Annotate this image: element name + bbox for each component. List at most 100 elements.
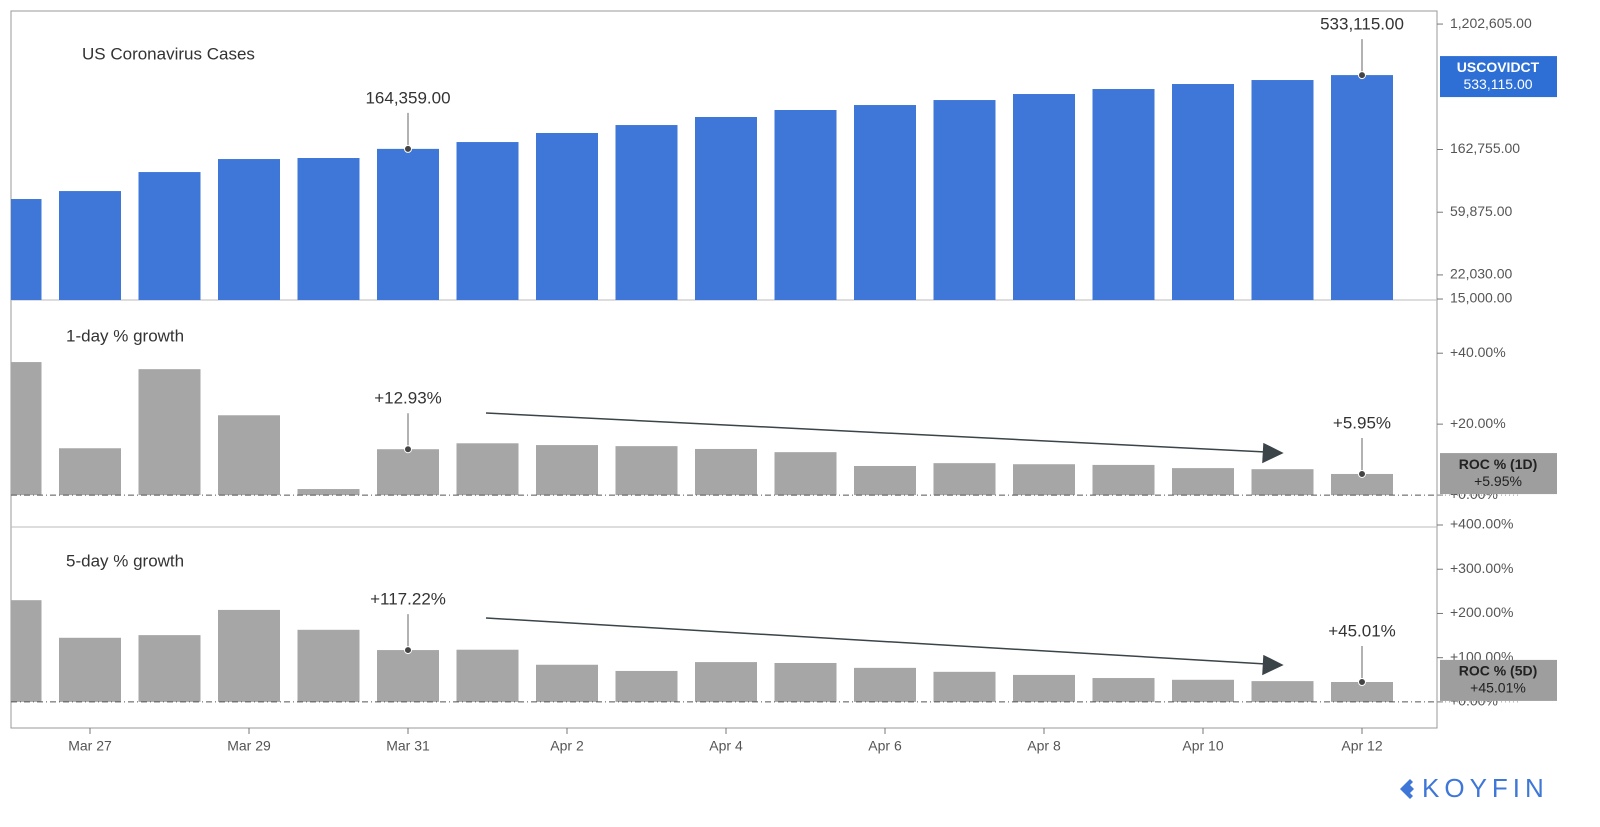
bar [456, 142, 519, 300]
bar [695, 662, 757, 702]
bar [1251, 469, 1314, 496]
y-tick-label: +40.00% [1450, 344, 1506, 360]
data-label: +45.01% [1328, 621, 1396, 640]
badge-name: ROC % (1D) [1459, 456, 1538, 472]
bar [536, 664, 598, 702]
bar [1251, 80, 1314, 300]
bar [1172, 84, 1234, 300]
y-tick-label: +200.00% [1450, 604, 1513, 620]
last-value-badge [1440, 56, 1557, 98]
bar [695, 117, 757, 300]
y-tick-label: 59,875.00 [1450, 203, 1512, 219]
y-tick-label: +20.00% [1450, 415, 1506, 431]
bar [1092, 678, 1155, 702]
data-label: +117.22% [370, 590, 446, 609]
bar [1013, 674, 1075, 702]
bar [1013, 94, 1075, 300]
bar [297, 629, 360, 702]
bar [377, 449, 439, 496]
panel-title: 1-day % growth [66, 326, 184, 345]
bar [138, 172, 201, 300]
bar [1331, 473, 1393, 496]
x-tick-label: Apr 6 [868, 738, 902, 754]
bar [59, 637, 121, 702]
bar [218, 159, 280, 300]
x-tick-label: Mar 27 [68, 738, 112, 754]
bar [1092, 464, 1155, 496]
x-tick-label: Apr 2 [550, 738, 584, 754]
bar [1172, 679, 1234, 702]
bar [1251, 681, 1314, 702]
bar [774, 110, 837, 300]
bar [1172, 468, 1234, 496]
last-value-badge [1440, 453, 1557, 495]
bar [1331, 681, 1393, 702]
panel-title: US Coronavirus Cases [82, 44, 255, 63]
bar [615, 446, 678, 496]
annotation-dot [404, 646, 412, 655]
bar [1092, 89, 1155, 300]
last-value-badge [1440, 659, 1557, 701]
bar [695, 448, 757, 496]
x-tick-label: Apr 12 [1341, 738, 1382, 754]
x-tick-label: Mar 31 [386, 738, 430, 754]
bar [456, 649, 519, 702]
bar [774, 452, 837, 496]
annotation-dot [1358, 677, 1366, 686]
bar [377, 148, 439, 300]
badge-name: USCOVIDCT [1457, 59, 1540, 75]
x-tick-label: Apr 4 [709, 738, 743, 754]
annotation-dot [1358, 469, 1366, 478]
annotation-dot [404, 445, 412, 454]
bar [1013, 464, 1075, 496]
x-tick-label: Apr 10 [1182, 738, 1223, 754]
bar [1331, 75, 1393, 300]
badge-value: 533,115.00 [1463, 76, 1532, 92]
bar [933, 671, 996, 702]
bar [138, 369, 201, 496]
bar [297, 158, 360, 300]
data-label: +12.93% [374, 389, 442, 408]
annotation-dot [1358, 71, 1366, 80]
bar [854, 465, 916, 496]
bar [11, 362, 42, 496]
bar [297, 489, 360, 496]
bar [536, 133, 598, 300]
bar [218, 415, 280, 496]
bar [854, 667, 916, 702]
bar [11, 199, 42, 300]
y-tick-label: 1,202,605.00 [1450, 15, 1532, 31]
x-tick-label: Apr 8 [1027, 738, 1061, 754]
bar [615, 125, 678, 300]
y-tick-label: +400.00% [1450, 516, 1513, 532]
bar [218, 609, 280, 702]
bar [854, 105, 916, 300]
bar [11, 600, 42, 702]
badge-name: ROC % (5D) [1459, 663, 1538, 679]
bar [59, 448, 121, 496]
bars [11, 75, 1393, 702]
y-tick-label: 15,000.00 [1450, 290, 1512, 306]
y-tick-label: +300.00% [1450, 560, 1513, 576]
trend-arrow [485, 412, 1284, 676]
data-label: +5.95% [1333, 413, 1391, 432]
bar [933, 463, 996, 496]
panel-title: 5-day % growth [66, 551, 184, 570]
bar [59, 191, 121, 300]
bar [456, 443, 519, 496]
data-label: 164,359.00 [365, 88, 450, 107]
y-tick-label: 162,755.00 [1450, 140, 1520, 156]
bar [615, 670, 678, 702]
bar [933, 100, 996, 300]
x-tick-label: Mar 29 [227, 738, 271, 754]
data-label: 533,115.00 [1320, 15, 1404, 34]
logo-text: KOYFIN [1422, 773, 1549, 803]
bar [774, 662, 837, 702]
badge-value: +5.95% [1474, 473, 1522, 489]
annotation-dot [404, 144, 412, 153]
overlay: US Coronavirus Cases 15,000.00 22,030.00 59… [11, 15, 1557, 754]
bar [377, 650, 439, 702]
bar [138, 635, 201, 702]
bar [536, 445, 598, 496]
